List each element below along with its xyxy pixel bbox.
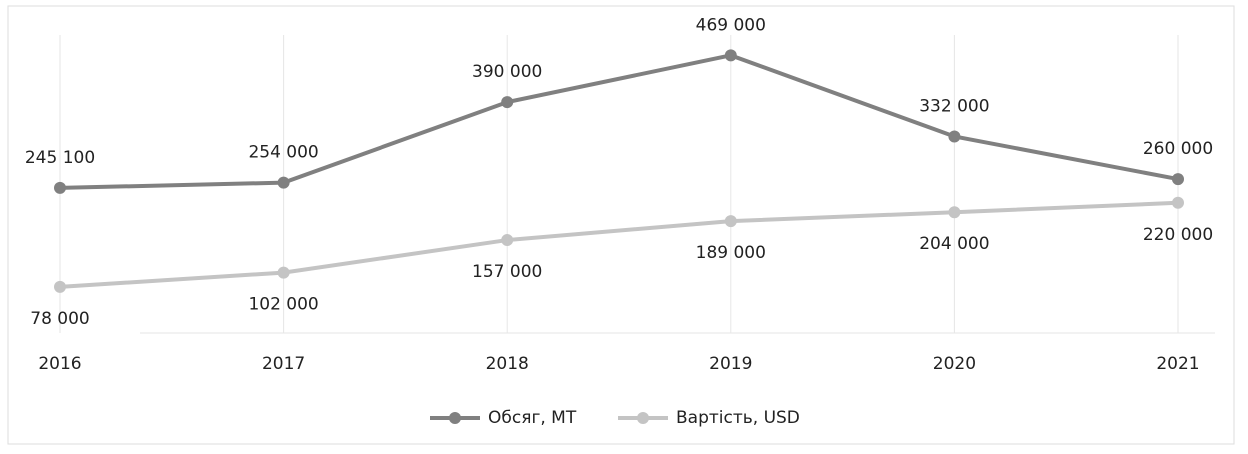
point xyxy=(948,206,961,219)
x-tick-label: 2019 xyxy=(709,354,752,374)
data-label: 260 000 xyxy=(1143,139,1213,159)
legend-label: Обсяг, МТ xyxy=(488,408,577,428)
point xyxy=(948,130,961,143)
point xyxy=(1172,196,1184,209)
data-label: 78 000 xyxy=(30,309,89,329)
point xyxy=(277,266,290,279)
data-label: 254 000 xyxy=(248,143,318,163)
legend-marker xyxy=(637,412,649,424)
x-tick-label: 2020 xyxy=(933,354,976,374)
data-label: 390 000 xyxy=(472,62,542,82)
chart-frame xyxy=(7,5,1235,445)
x-tick-label: 2018 xyxy=(486,354,529,374)
data-label: 220 000 xyxy=(1143,225,1213,245)
point xyxy=(501,234,514,247)
series-line xyxy=(59,53,1179,190)
point xyxy=(54,280,66,293)
point xyxy=(1172,173,1184,186)
data-label: 332 000 xyxy=(919,96,989,116)
data-label: 204 000 xyxy=(919,234,989,254)
x-tick-label: 2017 xyxy=(262,354,305,374)
data-label: 245 100 xyxy=(25,148,95,168)
x-tick-label: 2016 xyxy=(38,354,81,374)
series-line xyxy=(59,200,1179,289)
point xyxy=(724,215,737,228)
point xyxy=(54,181,66,194)
data-label: 469 000 xyxy=(696,15,766,35)
x-tick-label: 2021 xyxy=(1156,354,1199,374)
data-label: 157 000 xyxy=(472,262,542,282)
legend-label: Вартість, USD xyxy=(676,408,800,428)
point xyxy=(724,49,737,62)
point xyxy=(277,176,290,189)
data-label: 189 000 xyxy=(696,243,766,263)
data-label: 102 000 xyxy=(248,295,318,315)
point xyxy=(501,96,514,109)
legend-marker xyxy=(449,412,461,424)
